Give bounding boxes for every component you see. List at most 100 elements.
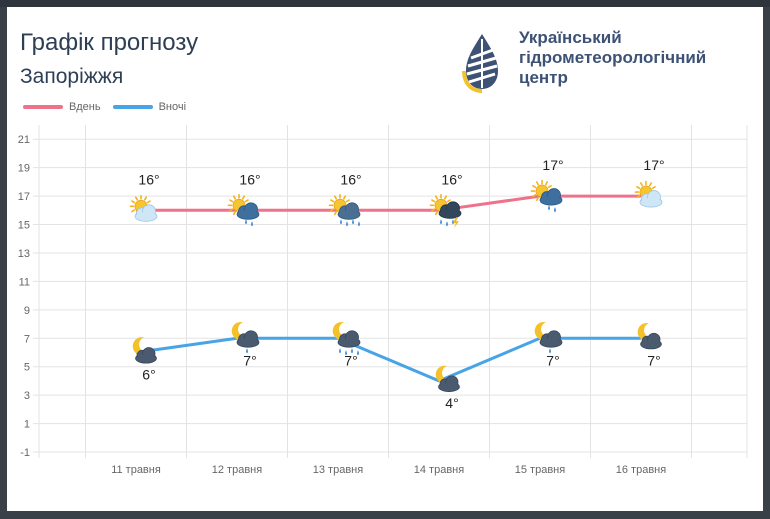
data-label-day: 17°: [542, 157, 563, 173]
cloud-part: [541, 196, 561, 205]
rain-drop: [554, 207, 556, 213]
cloud-shape: [539, 188, 563, 206]
rain-drop: [357, 350, 359, 356]
moon-shape: [637, 322, 654, 341]
data-label-night: 4°: [445, 395, 458, 411]
night-cloudy-rain-icon: [534, 321, 563, 354]
sun-ray: [648, 182, 653, 187]
organization-name: Український гідрометеорологічний центр: [519, 28, 759, 88]
sun-ray: [434, 210, 439, 216]
cloud-part: [238, 338, 258, 347]
cloud-part: [439, 383, 459, 391]
sun-ray: [535, 181, 540, 186]
y-tick-label: 3: [24, 390, 30, 402]
rain-drop: [440, 219, 442, 225]
org-line: центр: [519, 68, 568, 87]
cloud-part: [238, 210, 258, 219]
moon-shape: [132, 337, 149, 356]
y-tick-label: 17: [18, 191, 30, 203]
moon-shape: [231, 321, 248, 340]
forecast-card: Графік прогнозу Запоріжжя Український гі…: [7, 7, 763, 511]
sun-ray: [244, 199, 249, 203]
sun-ray: [345, 199, 350, 203]
moon-shape: [332, 321, 349, 340]
x-tick-label: 15 травня: [515, 464, 565, 476]
data-label-night: 7°: [546, 352, 559, 368]
legend-label-day: Вдень: [69, 101, 101, 113]
y-tick-label: 7: [24, 333, 30, 345]
drop-logo-icon: [462, 34, 498, 93]
sun-ray: [446, 199, 451, 203]
rain-drop: [549, 348, 551, 354]
sun-ray: [532, 185, 537, 189]
sun-ray: [232, 195, 237, 200]
cloud-shape: [639, 190, 663, 208]
org-line: гідрометеорологічний: [519, 48, 707, 67]
rain-drop: [446, 221, 448, 227]
rain-drop: [246, 348, 248, 354]
org-line: Український: [519, 28, 622, 47]
cloud-shape: [337, 202, 361, 220]
cloud-shape: [337, 330, 361, 348]
y-tick-label: -1: [20, 447, 30, 459]
data-label-night: 7°: [647, 352, 660, 368]
rain-drop: [452, 219, 454, 225]
cloud-shape: [640, 332, 662, 350]
sun-ray: [636, 195, 641, 199]
cloud-part: [641, 340, 661, 348]
sun-ray: [342, 195, 347, 200]
rain-drop: [346, 221, 348, 227]
night-cloudy-rain-icon: [231, 321, 260, 354]
legend-item-day[interactable]: Вдень: [23, 101, 101, 113]
sun-ray: [232, 210, 237, 216]
sun-ray: [431, 208, 436, 212]
rain-drop: [251, 221, 253, 227]
data-label-day: 16°: [138, 171, 159, 187]
sun-ray: [333, 210, 338, 216]
y-tick-label: 15: [18, 220, 30, 232]
city-name: Запоріжжя: [20, 65, 124, 88]
thunderstorm-rain-icon: [429, 194, 462, 229]
rain-drop: [352, 219, 354, 225]
sun-ray: [134, 196, 139, 201]
partly-cloudy-rain-icon: [227, 194, 260, 227]
sun-ray: [544, 181, 549, 186]
x-tick-label: 11 травня: [111, 464, 161, 476]
cloud-shape: [134, 204, 158, 222]
sun-ray: [131, 200, 136, 204]
rain-drop: [339, 348, 341, 354]
sun-ray: [547, 185, 552, 189]
rain-drop: [358, 221, 360, 227]
cloud-shape: [236, 202, 260, 220]
cloud-part: [339, 210, 359, 219]
cloud-part: [136, 354, 156, 363]
cloud-part: [339, 338, 359, 347]
data-label-day: 16°: [239, 171, 260, 187]
y-tick-label: 11: [19, 276, 30, 288]
legend-item-night[interactable]: Вночі: [112, 101, 187, 113]
legend-label-night: Вночі: [158, 101, 187, 113]
cloud-shape: [438, 201, 462, 219]
cloud-shape: [539, 330, 563, 348]
sun-ray: [229, 199, 234, 203]
night-cloudy-showers-icon: [332, 321, 361, 356]
sun-ray: [639, 182, 644, 187]
sun-ray: [532, 194, 537, 198]
data-label-night: 6°: [142, 366, 155, 382]
sun-ray: [330, 199, 335, 203]
sun-ray: [241, 195, 246, 200]
x-tick-label: 13 травня: [313, 464, 363, 476]
x-tick-label: 16 травня: [616, 464, 666, 476]
y-tick-label: 19: [18, 163, 30, 175]
rain-drop: [548, 205, 550, 211]
sun-ray: [146, 200, 151, 204]
partly-cloudy-rain-icon: [530, 179, 563, 213]
rain-drop: [340, 219, 342, 225]
rain-drop: [345, 350, 347, 356]
sun-ray: [535, 196, 540, 201]
sun-ray: [434, 195, 439, 200]
sun-ray: [330, 208, 335, 212]
cloud-shape: [135, 347, 157, 364]
legend-swatch-night: [112, 105, 153, 109]
y-tick-label: 9: [24, 305, 30, 317]
